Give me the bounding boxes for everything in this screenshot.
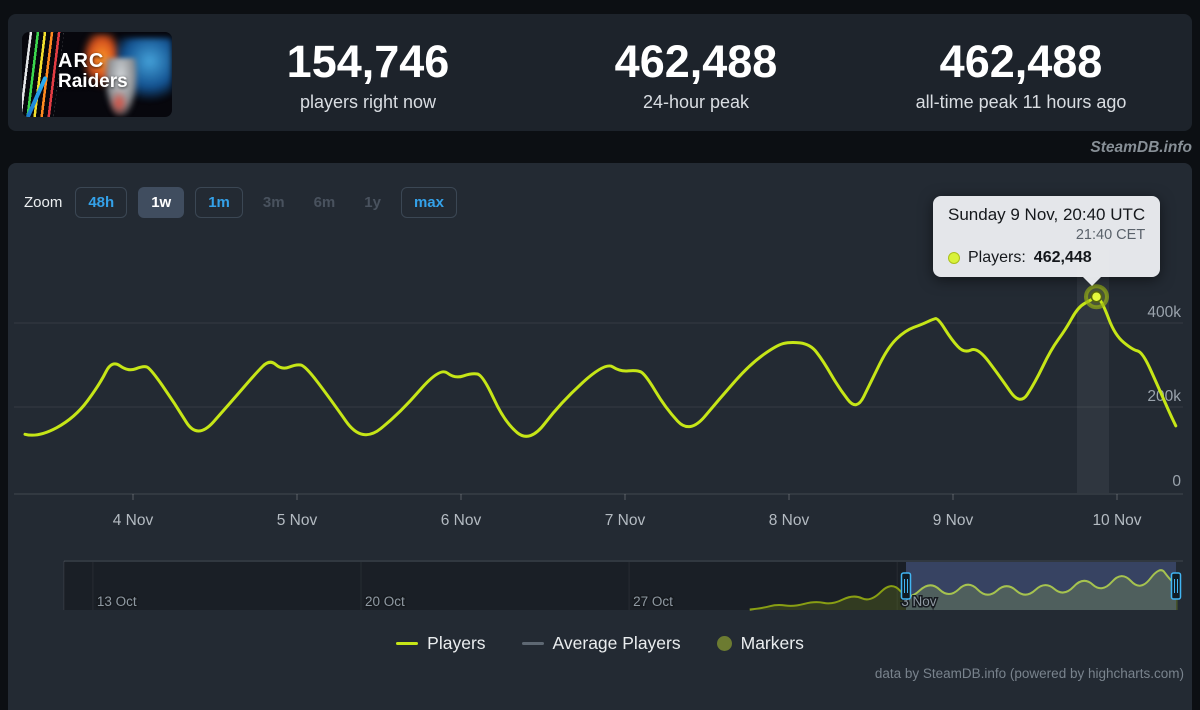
legend-item-label: Markers bbox=[740, 633, 804, 653]
stat-value: 462,488 bbox=[614, 36, 778, 87]
zoom-1w-button[interactable]: 1w bbox=[138, 187, 185, 218]
navigator-handle-left[interactable] bbox=[900, 572, 912, 600]
navigator-label-20-oct: 20 Oct bbox=[365, 594, 405, 609]
banner-character-legs bbox=[110, 90, 128, 116]
stat-value: 462,488 bbox=[939, 36, 1103, 87]
navigator-label-13-oct: 13 Oct bbox=[97, 594, 137, 609]
zoom-3m-button: 3m bbox=[262, 194, 285, 211]
x-axis-label-7-nov: 7 Nov bbox=[605, 512, 646, 529]
navigator-handle-right[interactable] bbox=[1170, 572, 1182, 600]
zoom-48h-button[interactable]: 48h bbox=[75, 187, 128, 218]
y-axis-label-0: 0 bbox=[1172, 473, 1181, 490]
zoom-1m-button[interactable]: 1m bbox=[195, 187, 243, 218]
legend-item-players[interactable]: Players bbox=[396, 633, 486, 654]
y-axis-label-400k: 400k bbox=[1147, 304, 1181, 321]
stat-label: players right now bbox=[299, 92, 437, 113]
stat-all-time-peak-11-hours-ago: 462,488 all-time peak 11 hours ago bbox=[916, 38, 1127, 113]
legend-item-markers[interactable]: Markers bbox=[716, 633, 804, 654]
players-line bbox=[23, 296, 1178, 438]
game-banner-title: ARC Raiders bbox=[58, 50, 128, 92]
x-axis-label-10-nov: 10 Nov bbox=[1092, 512, 1141, 529]
header-card: ARC Raiders 154,746 players right now 462,… bbox=[8, 14, 1192, 131]
navigator-dim-outside bbox=[64, 562, 906, 610]
tooltip-players-value: 462,448 bbox=[1033, 249, 1092, 266]
hover-marker-point bbox=[1090, 291, 1103, 303]
x-axis-label-6-nov: 6 Nov bbox=[441, 512, 482, 529]
game-banner: ARC Raiders bbox=[22, 32, 172, 117]
zoom-buttons-group: 48h 1w 1m 3m 6m 1y max bbox=[75, 187, 457, 218]
stat-label: all-time peak 11 hours ago bbox=[915, 92, 1127, 113]
stat-value: 154,746 bbox=[286, 36, 450, 87]
steamdb-watermark: SteamDB.info bbox=[1090, 139, 1192, 156]
x-axis-label-4-nov: 4 Nov bbox=[113, 512, 154, 529]
zoom-toolbar-label: Zoom bbox=[24, 194, 63, 211]
navigator-line bbox=[749, 569, 1179, 611]
chart-legend: Players Average Players Markers bbox=[0, 633, 1200, 654]
y-axis-label-200k: 200k bbox=[1147, 388, 1181, 405]
zoom-range-toolbar: Zoom 48h 1w 1m 3m 6m 1y max bbox=[24, 187, 457, 218]
navigator-area bbox=[749, 570, 1178, 610]
legend-item-label: Average Players bbox=[552, 633, 681, 653]
zoom-1y-button: 1y bbox=[364, 194, 381, 211]
navigator-selection-mask[interactable] bbox=[906, 562, 1176, 610]
legend-item-average-players[interactable]: Average Players bbox=[521, 633, 681, 654]
stat-players-right-now: 154,746 players right now bbox=[287, 38, 450, 113]
tooltip-local-time: 21:40 CET bbox=[1075, 227, 1146, 243]
tooltip-pointer bbox=[1083, 277, 1101, 286]
legend-item-label: Players bbox=[427, 633, 486, 653]
stat-24-hour-peak: 462,488 24-hour peak bbox=[615, 38, 778, 113]
tooltip-date: Sunday 9 Nov, 20:40 UTC bbox=[948, 205, 1146, 224]
chart-credits[interactable]: data by SteamDB.info (powered by highcha… bbox=[874, 666, 1184, 681]
legend-line-icon bbox=[521, 642, 544, 645]
zoom-6m-button: 6m bbox=[313, 194, 336, 211]
x-axis-label-5-nov: 5 Nov bbox=[277, 512, 318, 529]
x-axis-label-8-nov: 8 Nov bbox=[769, 512, 810, 529]
tooltip-series-label: Players: bbox=[968, 249, 1026, 266]
legend-line-icon bbox=[396, 642, 419, 645]
stat-label: 24-hour peak bbox=[642, 92, 750, 113]
x-axis-label-9-nov: 9 Nov bbox=[933, 512, 974, 529]
navigator-label-27-oct: 27 Oct bbox=[633, 594, 673, 609]
zoom-max-button[interactable]: max bbox=[400, 187, 457, 218]
tooltip-players-row: Players: 462,448 bbox=[948, 249, 1145, 267]
legend-marker-icon bbox=[716, 636, 732, 651]
chart-tooltip: Sunday 9 Nov, 20:40 UTC 21:40 CET Player… bbox=[933, 196, 1161, 286]
series-dot-icon bbox=[948, 252, 960, 264]
